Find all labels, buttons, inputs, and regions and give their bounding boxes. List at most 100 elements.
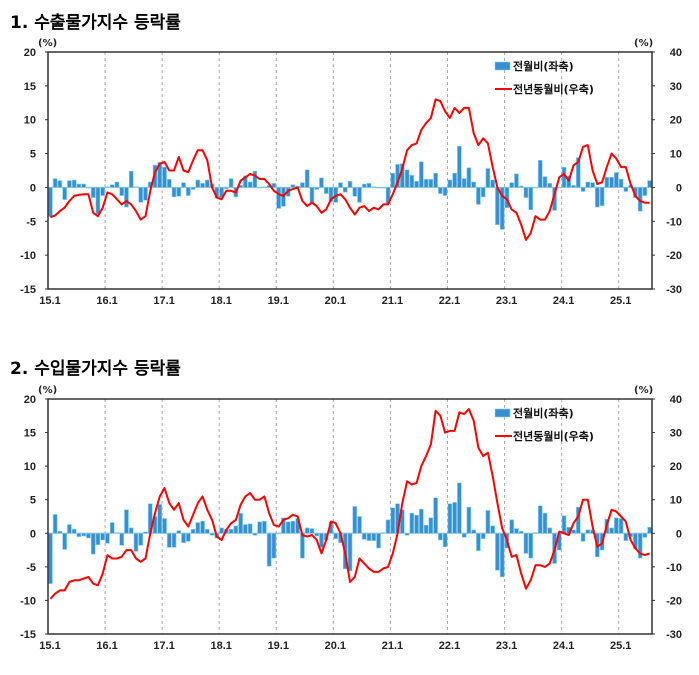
left-tick-label: 0 [30, 528, 36, 540]
bar-mom [200, 183, 205, 188]
bar-mom [143, 187, 148, 201]
legend-label-mom: 전월비(좌축) [513, 59, 574, 73]
legend-label-yoy: 전년동월비(우축) [513, 82, 594, 96]
bar-mom [48, 532, 53, 584]
bar-mom [428, 179, 434, 188]
right-tick-label: 20 [670, 461, 682, 473]
x-tick-label: 17.1 [153, 295, 174, 307]
right-axis-unit: (%) [634, 385, 653, 396]
bar-mom [186, 187, 191, 196]
bar-mom [376, 532, 381, 549]
bar-mom [414, 181, 419, 188]
bar-mom [547, 527, 553, 534]
bar-mom [133, 186, 139, 188]
bar-mom [300, 182, 305, 188]
bar-mom [319, 177, 324, 188]
bar-mom [452, 172, 457, 188]
x-tick-label: 16.1 [96, 295, 117, 307]
bar-mom [642, 187, 648, 196]
bar-mom [162, 518, 167, 534]
bar-mom [518, 185, 524, 188]
bar-mom [252, 532, 258, 536]
bar-mom [109, 522, 115, 534]
bar-mom [281, 187, 286, 207]
bar-mom [76, 183, 82, 188]
bar-mom [271, 183, 277, 188]
bar-mom [128, 170, 134, 188]
bar-mom [433, 172, 438, 188]
bar-mom [86, 187, 91, 189]
bar-mom [157, 162, 163, 188]
bar-mom [71, 528, 77, 534]
bar-mom [518, 530, 524, 534]
bar-mom [90, 187, 96, 198]
bar-mom [262, 186, 267, 188]
bar-mom [476, 532, 481, 552]
line-yoy [49, 408, 650, 600]
bar-mom [124, 187, 129, 208]
bar-mom [380, 187, 386, 189]
left-tick-label: -15 [20, 284, 36, 296]
bar-mom [447, 179, 453, 188]
bar-mom [228, 528, 234, 534]
bar-mom [595, 187, 600, 208]
bar-mom [176, 530, 182, 534]
bar-mom [285, 521, 291, 534]
bar-mom [461, 532, 467, 538]
bar-mom [67, 180, 72, 188]
bar-mom [347, 181, 353, 188]
bar-mom [228, 178, 234, 188]
bar-mom [133, 532, 139, 552]
bar-mom [243, 524, 248, 534]
bar-mom [357, 516, 362, 534]
bar-mom [647, 180, 652, 188]
bar-mom [614, 517, 619, 534]
right-tick-label: -30 [666, 629, 682, 641]
bar-mom [480, 187, 486, 198]
bar-mom [205, 528, 210, 534]
bar-mom [238, 512, 243, 534]
bar-mom [542, 512, 548, 534]
x-tick-label: 23.1 [496, 640, 517, 652]
left-tick-label: 0 [30, 182, 36, 194]
bar-mom [495, 187, 500, 225]
bar-mom [571, 529, 576, 534]
bar-mom [390, 507, 396, 534]
bar-mom [281, 517, 286, 534]
legend-bar-swatch [494, 61, 511, 71]
bar-mom [490, 179, 495, 188]
bar-mom [181, 182, 186, 188]
left-tick-label: 20 [24, 394, 36, 406]
x-tick-label: 19.1 [268, 295, 289, 307]
bar-mom [157, 504, 163, 534]
bar-mom [81, 532, 86, 537]
chart-title: 1. 수출물가지수 등락률 [10, 13, 181, 33]
left-tick-label: 5 [30, 149, 36, 161]
bar-mom [542, 176, 548, 188]
bar-mom [114, 181, 120, 188]
bar-mom [385, 519, 391, 534]
x-tick-label: 21.1 [382, 640, 403, 652]
left-tick-label: 10 [24, 115, 36, 127]
right-tick-label: -20 [666, 595, 682, 607]
bar-mom [442, 532, 448, 548]
bar-mom [314, 532, 320, 537]
x-tick-label: 15.1 [39, 640, 60, 652]
bar-mom [371, 186, 377, 188]
bar-mom [190, 187, 196, 190]
left-tick-label: -5 [26, 562, 36, 574]
right-tick-label: -10 [666, 216, 682, 228]
bar-mom [442, 187, 448, 196]
bar-mom [128, 527, 134, 534]
bar-mom [499, 187, 505, 230]
bar-mom [423, 524, 429, 534]
bar-mom [590, 182, 595, 188]
bar-mom [138, 187, 144, 203]
right-tick-label: 30 [670, 81, 682, 93]
bar-mom [361, 532, 367, 540]
left-axis-unit: (%) [38, 385, 57, 396]
bar-mom [480, 532, 486, 539]
bar-mom [433, 497, 438, 534]
bar-mom [62, 532, 67, 550]
